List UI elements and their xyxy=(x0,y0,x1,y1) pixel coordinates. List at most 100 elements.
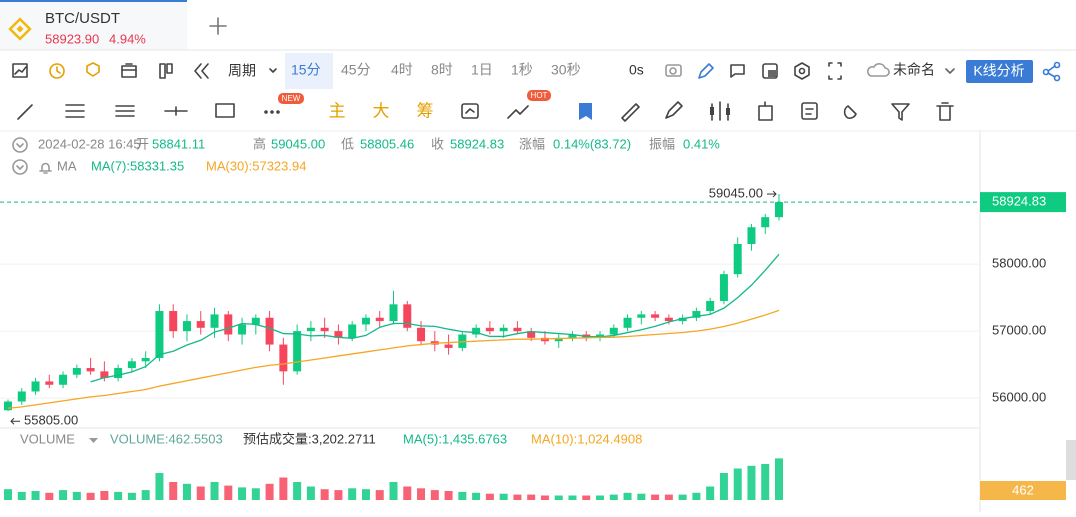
volume-bar xyxy=(430,490,439,500)
volume-bar xyxy=(403,486,412,500)
candle-body xyxy=(114,368,123,379)
candle-body xyxy=(596,334,605,338)
candle-body xyxy=(320,327,329,332)
volume-bar xyxy=(568,495,577,500)
volume-bar xyxy=(169,482,178,500)
volume-bar xyxy=(238,487,247,500)
volume-bar xyxy=(733,468,742,500)
volume-bar xyxy=(527,494,536,500)
candle-body xyxy=(306,327,315,332)
candle-body xyxy=(334,331,343,338)
candle-body xyxy=(59,374,68,385)
y-tick-label: 57000.00 xyxy=(992,323,1046,338)
volume-bar xyxy=(155,473,164,500)
candle-body xyxy=(692,311,701,318)
candle-body xyxy=(4,401,12,411)
last-price-tag xyxy=(980,192,1066,213)
collapse-icon[interactable] xyxy=(16,165,24,170)
volume-bar xyxy=(100,491,109,500)
collapse-icon[interactable] xyxy=(12,137,28,153)
info-value: 58805.46 xyxy=(360,136,414,151)
volume-ma: MA(10):1,024.4908 xyxy=(531,431,642,446)
analysis-label[interactable]: K线分析 xyxy=(973,63,1024,79)
annotation-arrowhead xyxy=(772,190,777,198)
candle-body xyxy=(444,344,453,348)
volume-bar xyxy=(17,491,26,500)
volume-bar xyxy=(210,482,219,500)
candle-body xyxy=(733,243,742,275)
interval[interactable]: 8时 xyxy=(431,62,453,78)
volume-bar xyxy=(141,490,150,500)
volume-tag xyxy=(980,481,1066,500)
candle-body xyxy=(224,314,233,335)
tool-button[interactable]: 筹 xyxy=(417,101,434,120)
drawing-tools[interactable] xyxy=(17,101,954,122)
candle-body xyxy=(568,334,577,338)
dropdown-icon[interactable] xyxy=(89,438,98,443)
candle-body xyxy=(141,357,150,362)
volume-bar xyxy=(320,489,329,500)
period-label[interactable]: 周期 xyxy=(228,63,256,79)
volume-ma: MA(5):1,435.6763 xyxy=(403,431,507,446)
analysis-button[interactable] xyxy=(966,60,1033,83)
volume-bar xyxy=(554,495,563,500)
volume-bar xyxy=(114,491,123,500)
volume-bar xyxy=(59,490,68,500)
volume-bar xyxy=(540,495,549,500)
candle-body xyxy=(389,304,398,322)
add-tab[interactable] xyxy=(209,17,227,35)
layout-name[interactable]: 未命名 xyxy=(893,62,935,78)
candle-body xyxy=(719,274,728,301)
volume-bar xyxy=(596,495,605,500)
candle-body xyxy=(182,321,191,332)
volume-bar xyxy=(761,464,770,500)
active-tab[interactable] xyxy=(0,0,187,50)
interval[interactable]: 30秒 xyxy=(551,62,581,78)
candle-body xyxy=(293,331,302,372)
volume-bar xyxy=(265,483,274,500)
candle-body xyxy=(196,321,205,328)
volume-bar xyxy=(664,494,673,500)
candle-body xyxy=(279,344,288,372)
candle-body xyxy=(527,331,536,338)
candle-body xyxy=(155,311,164,358)
volume-bar xyxy=(31,491,40,500)
interval[interactable]: 15分 xyxy=(291,62,321,78)
candle-body xyxy=(513,327,522,332)
tool-button[interactable]: 大 xyxy=(373,101,390,120)
collapse-icon[interactable] xyxy=(12,159,28,175)
candle-body xyxy=(664,317,673,322)
volume-bar xyxy=(224,485,233,500)
indicator-name: MA xyxy=(57,158,77,173)
toolbar-icons[interactable] xyxy=(12,61,1061,82)
candle-body xyxy=(472,327,481,335)
interval[interactable]: 1日 xyxy=(471,62,493,78)
candle-body xyxy=(251,317,260,325)
volume-tag-label: 462 xyxy=(1012,482,1034,497)
tool-button[interactable]: 主 xyxy=(329,101,346,120)
interval[interactable]: 45分 xyxy=(341,62,371,78)
candle-body xyxy=(651,314,660,318)
y-tick-label: 56000.00 xyxy=(992,390,1046,405)
info-value: 0.14%(83.72) xyxy=(553,136,631,151)
volume-bar xyxy=(293,482,302,500)
scrollbar[interactable] xyxy=(1066,440,1076,480)
collapse-icon[interactable] xyxy=(16,143,24,148)
alert-icon[interactable] xyxy=(39,162,52,174)
volume-bar xyxy=(306,486,315,500)
candle-body xyxy=(72,368,81,375)
coin-logo xyxy=(8,17,32,41)
interval[interactable]: 4时 xyxy=(391,62,413,78)
candle-body xyxy=(210,314,219,328)
candle-body xyxy=(775,202,783,218)
volume-bar xyxy=(692,492,701,500)
new-badge xyxy=(278,93,304,104)
volume-bar xyxy=(389,482,398,500)
volume-bar xyxy=(651,494,660,500)
volume-bar xyxy=(582,495,591,500)
volume-bar xyxy=(623,492,632,500)
info-value: 59045.00 xyxy=(271,136,325,151)
interval[interactable]: 1秒 xyxy=(511,62,533,78)
active-interval xyxy=(285,53,333,89)
